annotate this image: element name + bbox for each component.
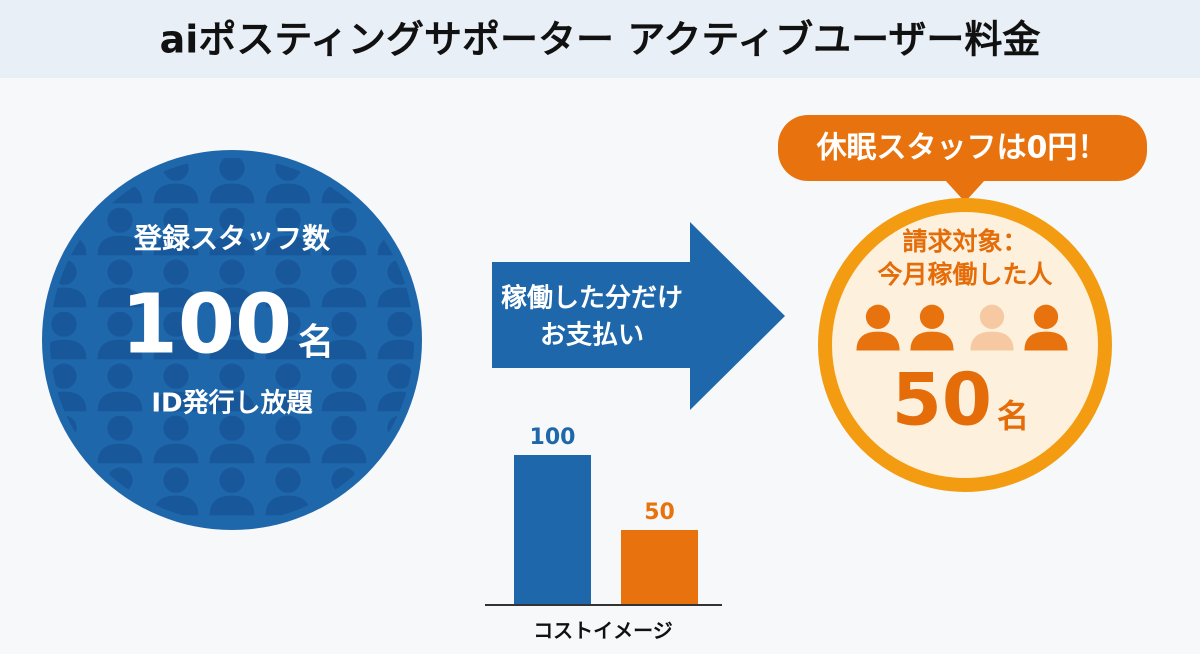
callout-pointer [945,180,985,202]
callout-box [778,115,1147,181]
billed-label: 請求対象： [902,227,1027,256]
cost-chart: 100 50 [514,425,698,605]
billed-unit: 名 [997,397,1029,435]
billed-circle [818,198,1112,492]
registered-count: 100 [121,277,292,372]
title: aiポスティングサポーター アクティブユーザー料金 [160,18,1042,62]
billed-count: 50 [892,358,992,442]
arrow-text: 稼働した分だけ [501,284,683,314]
chart-caption: コストイメージ [533,619,673,643]
registered-label: 登録スタッフ数 [133,222,331,255]
callout-text: 休眠スタッフは0円！ [816,131,1108,166]
arrow-text: お支払い [540,321,644,351]
arrow [492,222,785,410]
bar-value-label: 100 [530,425,576,450]
registered-unit: 名 [298,322,334,363]
billed-label: 今月稼働した人 [877,260,1052,289]
bar-value-label: 50 [644,500,675,525]
title-band [0,0,1200,78]
registered-note: ID発行し放題 [151,388,313,419]
bar [514,455,591,605]
bar [621,530,698,605]
